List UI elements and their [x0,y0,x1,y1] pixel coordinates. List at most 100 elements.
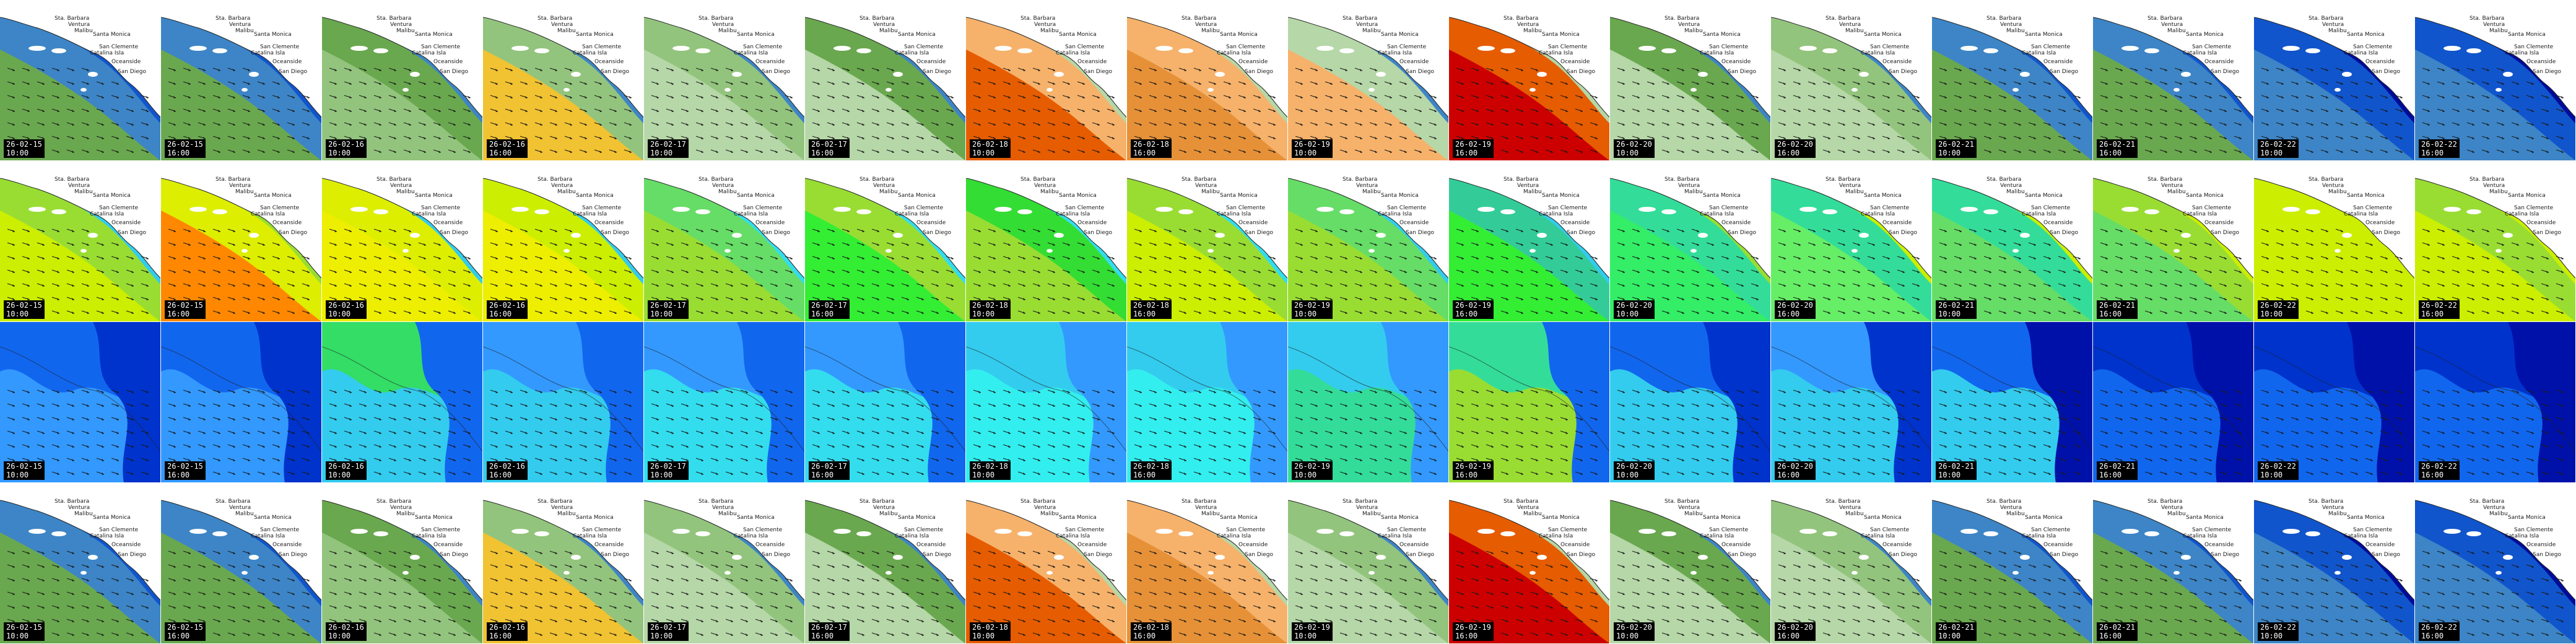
map-tile-period[interactable]: 26-02-17 16:00 [805,322,966,483]
direction-arrow [1062,297,1071,300]
map-tile-swell[interactable]: Sta. Barbara Ventura Santa Monica Malibu San… [1449,161,1610,322]
direction-arrow [1456,458,1464,461]
map-tile-wind[interactable]: Sta. Barbara Ventura Santa Monica Malibu San… [1288,483,1449,644]
direction-arrow [1983,471,1992,475]
map-tile-period[interactable]: 26-02-16 16:00 [483,322,644,483]
direction-arrow [227,605,236,609]
direction-arrow [2043,122,2052,126]
direction-arrow [1429,591,1437,595]
direction-arrow [388,310,397,314]
map-tile-wind[interactable]: Sta. Barbara Ventura Santa Monica Malibu San… [1932,0,2093,161]
map-tile-swell[interactable]: Sta. Barbara Ventura Santa Monica Malibu San… [1288,161,1449,322]
direction-arrow [1661,591,1670,595]
map-tile-wind[interactable]: Sta. Barbara Ventura Santa Monica Malibu San… [0,483,161,644]
map-tile-swell[interactable]: Sta. Barbara Ventura Santa Monica Malibu San… [0,161,161,322]
direction-arrow [1164,578,1172,581]
map-tile-wind[interactable]: Sta. Barbara Ventura Santa Monica Malibu San… [2254,0,2415,161]
map-tile-swell[interactable]: Sta. Barbara Ventura Santa Monica Malibu San… [1932,161,2093,322]
direction-arrow [1003,297,1011,300]
map-tile-period[interactable]: 26-02-16 10:00 [322,322,483,483]
map-tile-wind[interactable]: Sta. Barbara Ventura Santa Monica Malibu San… [1771,483,1932,644]
map-tile-period[interactable]: 26-02-19 16:00 [1449,322,1610,483]
direction-arrow [549,458,558,461]
direction-arrow [1208,81,1217,85]
direction-arrow [2437,242,2445,246]
map-tile-wind[interactable]: Sta. Barbara Ventura Santa Monica Malibu San… [1449,0,1610,161]
map-tile-period[interactable]: 26-02-20 16:00 [1771,322,1932,483]
map-tile-swell[interactable]: Sta. Barbara Ventura Santa Monica Malibu San… [966,161,1127,322]
map-tile-period[interactable]: 26-02-17 10:00 [644,322,805,483]
map-tile-wind[interactable]: Sta. Barbara Ventura Santa Monica Malibu San… [644,483,805,644]
map-tile-swell[interactable]: Sta. Barbara Ventura Santa Monica Malibu San… [644,161,805,322]
map-tile-swell[interactable]: Sta. Barbara Ventura Santa Monica Malibu San… [1610,161,1771,322]
coastline [161,346,321,452]
direction-arrow [141,430,149,434]
direction-arrow [212,417,221,420]
timestamp-badge: 26-02-19 10:00 [1292,461,1333,480]
map-tile-wind[interactable]: Sta. Barbara Ventura Santa Monica Malibu San… [322,483,483,644]
map-tile-swell[interactable]: Sta. Barbara Ventura Santa Monica Malibu San… [805,161,966,322]
map-tile-wind[interactable]: Sta. Barbara Ventura Santa Monica Malibu San… [1127,0,1288,161]
map-tile-wind[interactable]: Sta. Barbara Ventura Santa Monica Malibu San… [1449,483,1610,644]
direction-arrow [1691,619,1700,622]
direction-arrow [1939,389,1947,393]
map-tile-swell[interactable]: Sta. Barbara Ventura Santa Monica Malibu San… [1127,161,1288,322]
map-tile-wind[interactable]: Sta. Barbara Ventura Santa Monica Malibu San… [805,483,966,644]
map-tile-wind[interactable]: Sta. Barbara Ventura Santa Monica Malibu San… [161,483,322,644]
direction-arrow [710,471,719,475]
map-tile-period[interactable]: 26-02-19 10:00 [1288,322,1449,483]
map-tile-period[interactable]: 26-02-20 10:00 [1610,322,1771,483]
map-tile-wind[interactable]: Sta. Barbara Ventura Santa Monica Malibu San… [1288,0,1449,161]
map-tile-period[interactable]: 26-02-15 16:00 [161,322,322,483]
map-tile-swell[interactable]: Sta. Barbara Ventura Santa Monica Malibu San… [1771,161,1932,322]
direction-arrow [1486,389,1494,393]
map-tile-wind[interactable]: Sta. Barbara Ventura Santa Monica Malibu San… [161,0,322,161]
direction-arrow [373,444,382,448]
direction-arrow [2541,283,2549,287]
map-tile-period[interactable]: 26-02-22 16:00 [2415,322,2576,483]
direction-arrow [183,444,191,448]
map-tile-swell[interactable]: Sta. Barbara Ventura Santa Monica Malibu San… [483,161,644,322]
map-tile-swell[interactable]: Sta. Barbara Ventura Santa Monica Malibu San… [322,161,483,322]
map-tile-wind[interactable]: Sta. Barbara Ventura Santa Monica Malibu San… [1610,0,1771,161]
direction-arrow [1295,256,1303,259]
map-tile-swell[interactable]: Sta. Barbara Ventura Santa Monica Malibu San… [2093,161,2254,322]
map-tile-period[interactable]: 26-02-21 16:00 [2093,322,2254,483]
direction-arrow [1414,136,1422,139]
map-tile-wind[interactable]: Sta. Barbara Ventura Santa Monica Malibu San… [483,483,644,644]
direction-arrow [2219,122,2227,126]
direction-arrow [827,256,835,259]
map-tile-swell[interactable]: Sta. Barbara Ventura Santa Monica Malibu San… [2415,161,2576,322]
map-tile-wind[interactable]: Sta. Barbara Ventura Santa Monica Malibu San… [322,0,483,161]
direction-arrow [344,269,352,273]
map-tile-wind[interactable]: Sta. Barbara Ventura Santa Monica Malibu San… [1771,0,1932,161]
map-tile-wind[interactable]: Sta. Barbara Ventura Santa Monica Malibu San… [483,0,644,161]
map-tile-period[interactable]: 26-02-18 10:00 [966,322,1127,483]
map-tile-swell[interactable]: Sta. Barbara Ventura Santa Monica Malibu San… [2254,161,2415,322]
map-tile-period[interactable]: 26-02-21 10:00 [1932,322,2093,483]
direction-arrow [1486,283,1494,287]
map-tile-wind[interactable]: Sta. Barbara Ventura Santa Monica Malibu San… [2415,0,2576,161]
map-tile-swell[interactable]: Sta. Barbara Ventura Santa Monica Malibu San… [161,161,322,322]
direction-arrow [2481,242,2490,246]
place-label: San Clemente [1870,205,1910,211]
map-tile-period[interactable]: 26-02-15 10:00 [0,322,161,483]
map-tile-wind[interactable]: Sta. Barbara Ventura Santa Monica Malibu San… [966,483,1127,644]
map-tile-wind[interactable]: Sta. Barbara Ventura Santa Monica Malibu San… [0,0,161,161]
direction-arrow [359,95,367,98]
direction-arrow [1632,564,1640,568]
map-tile-wind[interactable]: Sta. Barbara Ventura Santa Monica Malibu San… [1610,483,1771,644]
map-tile-wind[interactable]: Sta. Barbara Ventura Santa Monica Malibu San… [805,0,966,161]
direction-arrow [666,389,674,393]
map-tile-wind[interactable]: Sta. Barbara Ventura Santa Monica Malibu San… [2093,0,2254,161]
map-tile-period[interactable]: 26-02-22 10:00 [2254,322,2415,483]
map-tile-wind[interactable]: Sta. Barbara Ventura Santa Monica Malibu San… [966,0,1127,161]
map-tile-wind[interactable]: Sta. Barbara Ventura Santa Monica Malibu San… [1127,483,1288,644]
direction-arrow [710,149,719,153]
map-tile-period[interactable]: 26-02-18 16:00 [1127,322,1288,483]
direction-arrow [1354,632,1363,636]
direction-arrow [770,605,778,609]
map-tile-wind[interactable]: Sta. Barbara Ventura Santa Monica Malibu San… [644,0,805,161]
direction-arrow [2115,458,2123,461]
direction-arrow [212,591,221,595]
